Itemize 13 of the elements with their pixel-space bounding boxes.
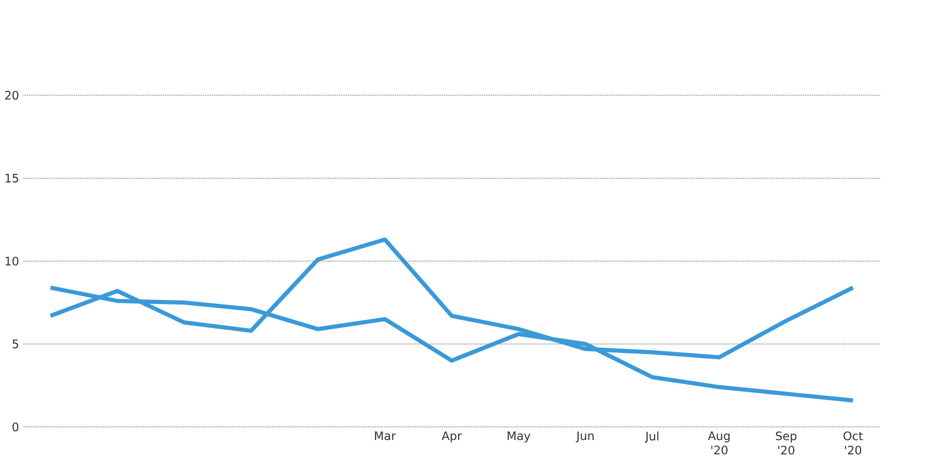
y-tick-label: 10 [6,256,18,266]
x-tick-label: May [508,432,530,442]
y-tick-label: 5 [12,340,18,348]
x-tick-label: Jul [644,432,658,443]
x-tick-label: Jun [576,432,594,442]
y-tick-label: 20 [5,90,18,100]
x-tick-label: Aug '20 [708,432,730,454]
x-tick-label: Sep '20 [776,432,796,455]
x-tick-label: Apr [442,432,462,442]
x-tick-label: Oct '20 [844,432,863,455]
y-tick-label: 0 [12,422,18,432]
x-tick-label: Mar [375,432,396,440]
y-tick-label: 15 [6,174,18,183]
